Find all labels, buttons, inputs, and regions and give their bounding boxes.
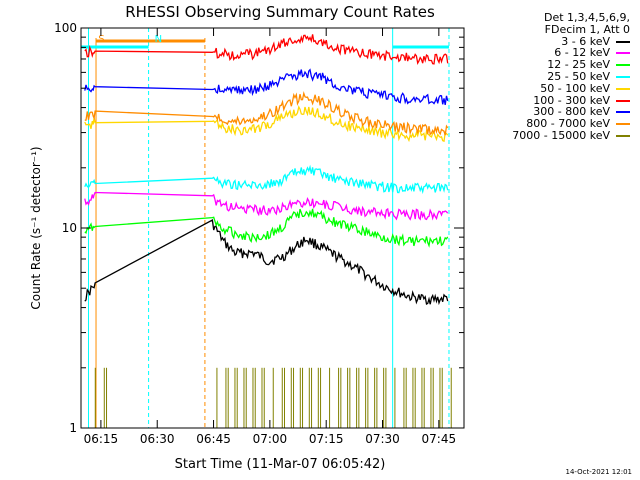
- y-tick-label: 10: [62, 221, 77, 235]
- x-tick-label: 06:15: [84, 432, 119, 446]
- legend-swatch: [616, 87, 630, 90]
- legend-items: 3 - 6 keV 6 - 12 keV 12 - 25 keV 25 - 50 ke…: [478, 34, 630, 142]
- legend-swatch: [616, 75, 630, 78]
- series-100-300keV-line: [84, 34, 449, 65]
- y-axis-label: Count Rate (s⁻¹ detector⁻¹): [29, 146, 43, 309]
- legend-item-label: 50 - 100 keV: [540, 81, 610, 95]
- legend-swatch: [616, 52, 630, 55]
- legend-item-label: 25 - 50 keV: [547, 69, 610, 83]
- legend-item: 800 - 7000 keV: [478, 118, 630, 130]
- x-tick-label: 07:30: [365, 432, 400, 446]
- series-12-25keV-line: [84, 208, 449, 248]
- series-800-7000keV-line: [84, 90, 449, 136]
- series-300-800keV-line: [84, 68, 449, 106]
- legend-item: 6 - 12 keV: [478, 47, 630, 59]
- legend-swatch: [616, 123, 630, 126]
- y-tick-label: 100: [54, 21, 77, 35]
- series-layer: [84, 34, 452, 428]
- annotation-label: N: [155, 34, 162, 45]
- x-tick-label: 06:30: [140, 432, 175, 446]
- legend-item: 50 - 100 keV: [478, 81, 630, 95]
- legend-item-label: 7000 - 15000 keV: [512, 128, 610, 142]
- x-tick-label: 07:00: [253, 432, 288, 446]
- legend-item: 25 - 50 keV: [478, 71, 630, 83]
- legend-item-label: 300 - 800 keV: [533, 105, 610, 119]
- axes-layer: 06:15 06:30 06:45 07:00 07:15 07:30 07:45 1 10 10…: [54, 21, 465, 446]
- legend-swatch: [616, 134, 630, 137]
- y-tick-label: 1: [69, 421, 77, 435]
- legend-item-label: 12 - 25 keV: [547, 58, 610, 72]
- footer-timestamp: 14-Oct-2021 12:01: [565, 468, 632, 476]
- legend-item: 100 - 300 keV: [478, 93, 630, 107]
- x-tick-label: 06:45: [196, 432, 231, 446]
- legend-item-label: 6 - 12 keV: [554, 46, 610, 60]
- x-axis-label: Start Time (11-Mar-07 06:05:42): [175, 457, 386, 472]
- legend-item-label: 100 - 300 keV: [533, 93, 610, 107]
- legend-item: 3 - 6 keV: [478, 34, 630, 48]
- x-tick-label: 07:15: [309, 432, 344, 446]
- annotation-label: S: [98, 34, 104, 45]
- legend-item-label: 3 - 6 keV: [561, 34, 610, 48]
- x-tick-label: 07:45: [422, 432, 457, 446]
- series-50-100keV-line: [84, 105, 449, 143]
- legend-header-line-2: FDecim 1, Att 0: [544, 22, 630, 36]
- legend-swatch: [616, 99, 630, 102]
- legend-item: 12 - 25 keV: [478, 59, 630, 71]
- chart-title: RHESSI Observing Summary Count Rates: [125, 3, 435, 21]
- legend-swatch: [616, 111, 630, 114]
- series-3-6keV-line: [84, 218, 449, 306]
- series-6-12keV-line: [84, 191, 449, 221]
- legend: Det 1,3,4,5,6,9, FDecim 1, Att 0 3 - 6 k…: [478, 12, 630, 142]
- series-25-50keV-line: [84, 164, 449, 195]
- legend-item-label: 800 - 7000 keV: [526, 117, 610, 131]
- legend-item: 7000 - 15000 keV: [478, 130, 630, 142]
- legend-swatch: [616, 64, 630, 67]
- legend-header-line-1: Det 1,3,4,5,6,9,: [543, 11, 630, 24]
- legend-item: 300 - 800 keV: [478, 106, 630, 118]
- legend-swatch: [616, 40, 630, 43]
